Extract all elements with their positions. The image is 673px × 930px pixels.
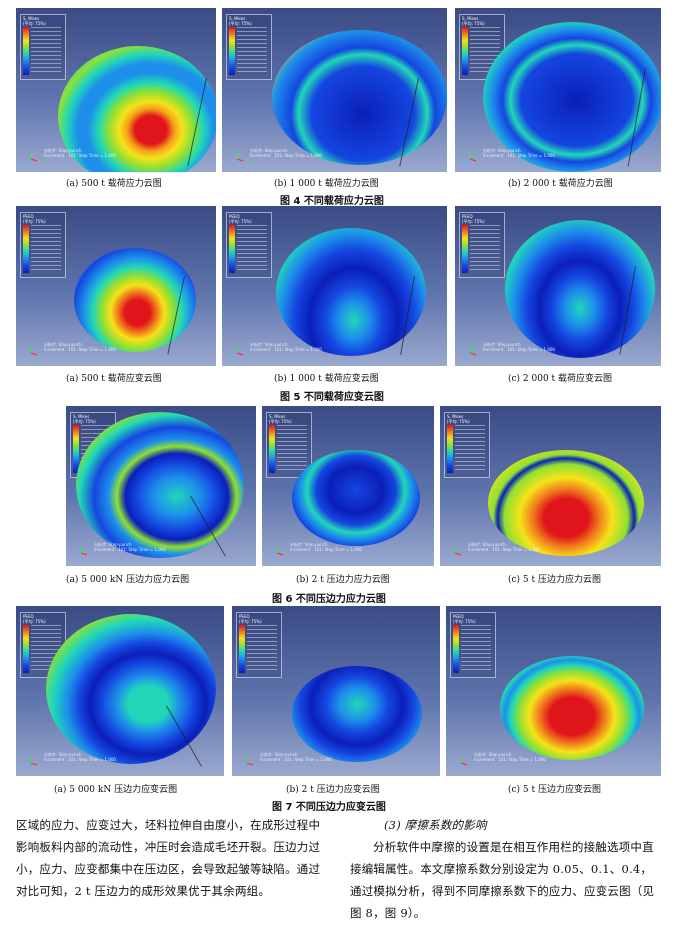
legend-title: PEEQ (平均: 75%) xyxy=(23,614,46,624)
legend: PEEQ (平均: 75%) xyxy=(236,612,282,678)
fig7-caption-b: (b) 2 t 压边力应变云图 xyxy=(286,785,380,795)
status-text: 分析步: Step-punch Increment 101: Step Time… xyxy=(483,342,555,352)
fig5-title: 图 5 不同载荷应变云图 xyxy=(280,392,384,403)
fig7-caption-c: (c) 5 t 压边力应变云图 xyxy=(508,785,601,795)
fig7-panel-c: PEEQ (平均: 75%) 分析步: Step-punch Increment… xyxy=(446,606,661,776)
bowl-contour xyxy=(276,228,426,356)
fig5-panel-c: PEEQ (平均: 75%) 分析步: Step-punch Increment… xyxy=(455,206,661,366)
fig7-panel-a: PEEQ (平均: 75%) 分析步: Step-punch Increment… xyxy=(16,606,224,776)
fig5-caption-b: (b) 1 000 t 载荷应变云图 xyxy=(274,374,379,384)
fig6-caption-c: (c) 5 t 压边力应力云图 xyxy=(508,575,601,585)
status-text: 分析步: Step-punch Increment 101: Step Time… xyxy=(474,752,546,762)
legend-title: S, Mises (平均: 75%) xyxy=(229,16,252,26)
bowl-contour xyxy=(292,666,422,762)
fig6-caption-a: (a) 5 000 kN 压边力应力云图 xyxy=(66,575,190,585)
bowl-contour xyxy=(46,614,216,764)
status-text: 分析步: Step-punch Increment 101: Step Time… xyxy=(250,148,322,158)
legend: PEEQ (平均: 75%) xyxy=(20,212,66,278)
fig5-panel-a: PEEQ (平均: 75%) 分析步: Step-punch Increment… xyxy=(16,206,216,366)
fig6-title: 图 6 不同压边力应力云图 xyxy=(272,594,386,605)
bowl-contour xyxy=(76,412,244,558)
fig6-panel-b: S, Mises (平均: 75%) 分析步: Step-punch Incre… xyxy=(262,406,434,566)
status-text: 分析步: Step-punch Increment 101: Step Time… xyxy=(290,542,362,552)
legend: PEEQ (平均: 75%) xyxy=(226,212,272,278)
fig4-panel-c: S, Mises (平均: 75%) 分析步: Step-punch Incre… xyxy=(455,8,661,172)
status-text: 分析步: Step-punch Increment 101: Step Time… xyxy=(483,148,555,158)
legend-title: S, Mises (平均: 75%) xyxy=(269,414,292,424)
section-heading: (3) 摩擦系数的影响 xyxy=(384,818,487,832)
legend-title: PEEQ (平均: 75%) xyxy=(239,614,262,624)
fig6-caption-b: (b) 2 t 压边力应力云图 xyxy=(296,575,390,585)
fig6-panel-c: S, Mises (平均: 75%) 分析步: Step-punch Incre… xyxy=(440,406,661,566)
axis-triad-icon xyxy=(464,347,477,359)
fig5-panel-b: PEEQ (平均: 75%) 分析步: Step-punch Increment… xyxy=(222,206,447,366)
fig4-caption-a: (a) 500 t 载荷应力云图 xyxy=(66,179,162,189)
axis-triad-icon xyxy=(449,547,462,559)
status-text: 分析步: Step-punch Increment 101: Step Time… xyxy=(44,148,116,158)
fig4-title: 图 4 不同载荷应力云图 xyxy=(280,196,384,207)
status-text: 分析步: Step-punch Increment 101: Step Time… xyxy=(94,542,166,552)
fig4-panel-a: S, Mises (平均: 75%) 分析步: Step-punch Incre… xyxy=(16,8,216,172)
fig6-panel-a: S, Mises (平均: 75%) 分析步: Step-punch Incre… xyxy=(66,406,256,566)
legend-title: S, Mises (平均: 75%) xyxy=(73,414,96,424)
fig4-panel-b: S, Mises (平均: 75%) 分析步: Step-punch Incre… xyxy=(222,8,447,172)
legend: S, Mises (平均: 75%) xyxy=(226,14,272,80)
fig7-caption-a: (a) 5 000 kN 压边力应变云图 xyxy=(54,785,178,795)
legend-title: S, Mises (平均: 75%) xyxy=(23,16,46,26)
axis-triad-icon xyxy=(25,153,38,165)
fig5-caption-c: (c) 2 000 t 载荷应变云图 xyxy=(508,374,613,384)
status-text: 分析步: Step-punch Increment 101: Step Time… xyxy=(44,342,116,352)
legend-title: S, Mises (平均: 75%) xyxy=(447,414,470,424)
status-text: 分析步: Step-punch Increment 101: Step Time… xyxy=(44,752,116,762)
legend-title: PEEQ (平均: 75%) xyxy=(453,614,476,624)
legend-title: PEEQ (平均: 75%) xyxy=(23,214,46,224)
bowl-contour xyxy=(505,220,655,358)
axis-triad-icon xyxy=(271,547,284,559)
bowl-contour xyxy=(272,30,447,165)
legend: PEEQ (平均: 75%) xyxy=(450,612,496,678)
axis-triad-icon xyxy=(25,347,38,359)
axis-triad-icon xyxy=(231,153,244,165)
legend: PEEQ (平均: 75%) xyxy=(459,212,505,278)
right-paragraph: 分析软件中摩擦的设置是在相互作用栏的接触选项中直接编辑属性。本文摩擦系数分别设定… xyxy=(350,840,655,920)
legend: S, Mises (平均: 75%) xyxy=(20,14,66,80)
axis-triad-icon xyxy=(464,153,477,165)
fig7-panel-b: PEEQ (平均: 75%) 分析步: Step-punch Increment… xyxy=(232,606,440,776)
axis-triad-icon xyxy=(455,757,468,769)
bowl-contour xyxy=(74,248,196,352)
bowl-contour xyxy=(488,450,644,556)
axis-triad-icon xyxy=(25,757,38,769)
right-column: (3) 摩擦系数的影响 分析软件中摩擦的设置是在相互作用栏的接触选项中直接编辑属… xyxy=(350,814,662,924)
bowl-contour xyxy=(292,450,420,546)
legend-title: PEEQ (平均: 75%) xyxy=(462,214,485,224)
status-text: 分析步: Step-punch Increment 101: Step Time… xyxy=(468,542,540,552)
legend: S, Mises (平均: 75%) xyxy=(444,412,490,478)
axis-triad-icon xyxy=(241,757,254,769)
fig5-caption-a: (a) 500 t 载荷应变云图 xyxy=(66,374,162,384)
bowl-contour xyxy=(500,656,644,760)
status-text: 分析步: Step-punch Increment 101: Step Time… xyxy=(260,752,332,762)
axis-triad-icon xyxy=(75,547,88,559)
legend: S, Mises (平均: 75%) xyxy=(266,412,312,478)
legend-title: S, Mises (平均: 75%) xyxy=(462,16,485,26)
legend-title: PEEQ (平均: 75%) xyxy=(229,214,252,224)
axis-triad-icon xyxy=(231,347,244,359)
status-text: 分析步: Step-punch Increment 101: Step Time… xyxy=(250,342,322,352)
fig4-caption-b: (b) 1 000 t 载荷应力云图 xyxy=(274,179,379,189)
fig4-caption-c: (b) 2 000 t 载荷应力云图 xyxy=(508,179,613,189)
fig7-title: 图 7 不同压边力应变云图 xyxy=(272,802,386,813)
left-paragraph: 区域的应力、应变过大，坯料拉伸自由度小，在成形过程中影响板料内部的流动性，冲压时… xyxy=(16,818,321,898)
